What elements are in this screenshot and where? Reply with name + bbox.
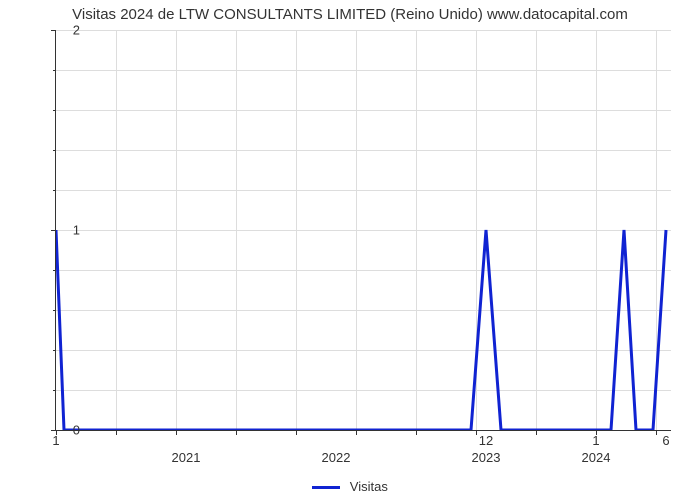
xtick-mark <box>656 430 657 435</box>
xtick-mark <box>536 430 537 435</box>
xtick-mark <box>356 430 357 435</box>
xtick-label-month: 1 <box>592 433 599 448</box>
xtick-mark <box>416 430 417 435</box>
xtick-label-year: 2024 <box>582 450 611 465</box>
xtick-mark <box>116 430 117 435</box>
xtick-mark <box>176 430 177 435</box>
ytick-label: 2 <box>55 23 80 38</box>
legend-swatch <box>312 486 340 489</box>
legend-label: Visitas <box>350 479 388 494</box>
plot-area: 112162021202220232024 <box>55 30 671 431</box>
xtick-mark <box>236 430 237 435</box>
xtick-label-month: 6 <box>662 433 669 448</box>
data-line <box>56 30 671 430</box>
chart-container: Visitas 2024 de LTW CONSULTANTS LIMITED … <box>0 0 700 500</box>
xtick-label-year: 2023 <box>472 450 501 465</box>
xtick-label-year: 2021 <box>172 450 201 465</box>
ytick-label: 1 <box>55 223 80 238</box>
xtick-mark <box>476 430 477 435</box>
xtick-label-month: 12 <box>479 433 493 448</box>
xtick-label-year: 2022 <box>322 450 351 465</box>
legend: Visitas <box>0 479 700 494</box>
chart-title: Visitas 2024 de LTW CONSULTANTS LIMITED … <box>0 6 700 23</box>
ytick-label: 0 <box>55 423 80 438</box>
xtick-mark <box>296 430 297 435</box>
